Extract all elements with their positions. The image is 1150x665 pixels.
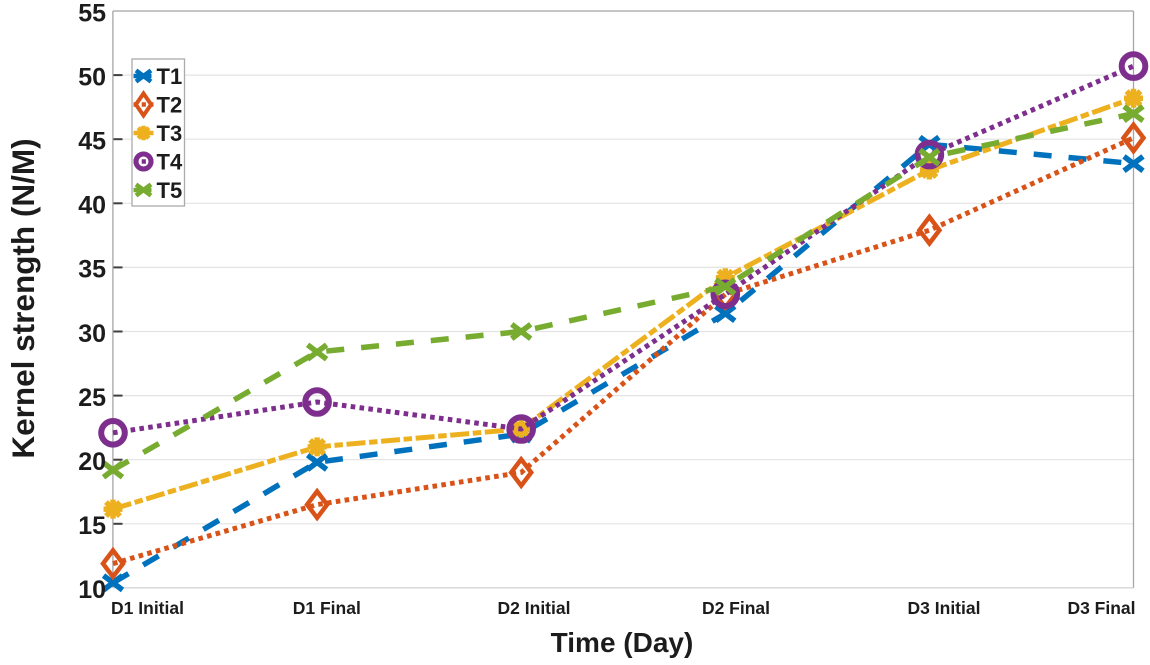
svg-text:50: 50: [78, 63, 106, 91]
svg-text:T1: T1: [157, 64, 183, 89]
svg-text:55: 55: [78, 0, 106, 27]
svg-text:D3 Initial: D3 Initial: [908, 598, 981, 618]
svg-text:T2: T2: [157, 93, 183, 118]
svg-text:D2 Initial: D2 Initial: [498, 598, 571, 618]
svg-text:D1 Final: D1 Final: [293, 598, 361, 618]
svg-text:Kernel strength (N/M): Kernel strength (N/M): [5, 138, 41, 458]
svg-text:40: 40: [78, 192, 106, 220]
svg-text:30: 30: [78, 320, 106, 348]
svg-text:D1 Initial: D1 Initial: [111, 598, 184, 618]
svg-text:35: 35: [78, 256, 106, 284]
svg-text:D2 Final: D2 Final: [702, 598, 770, 618]
svg-text:T4: T4: [157, 150, 183, 175]
svg-text:15: 15: [78, 512, 106, 540]
svg-text:10: 10: [78, 576, 106, 604]
svg-text:T3: T3: [157, 121, 183, 146]
svg-text:25: 25: [78, 384, 106, 412]
svg-text:T5: T5: [157, 178, 183, 203]
svg-text:45: 45: [78, 128, 106, 156]
svg-text:Time (Day): Time (Day): [551, 627, 694, 658]
svg-text:D3 Final: D3 Final: [1067, 598, 1135, 618]
svg-text:20: 20: [78, 448, 106, 476]
